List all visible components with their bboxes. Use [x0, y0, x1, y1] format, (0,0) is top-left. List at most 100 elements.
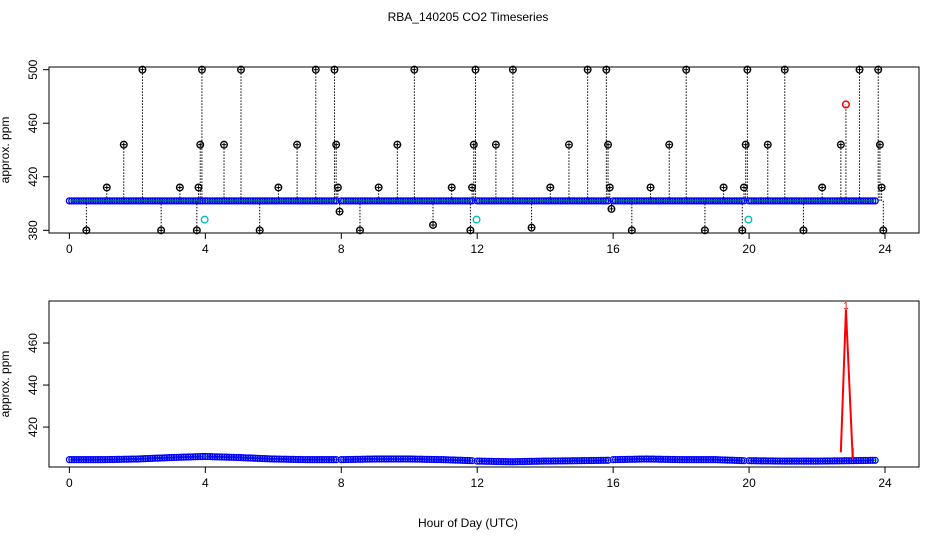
lower-data-point [537, 457, 546, 465]
upper-spike-cross [877, 142, 883, 147]
lower-data-point [404, 455, 412, 463]
lower-data-point [115, 455, 123, 463]
upper-spike-point [780, 65, 789, 74]
lower-data-point [356, 455, 364, 463]
upper-spike-cross [199, 67, 205, 72]
upper-spike-cross [238, 67, 244, 72]
lower-data-point [781, 457, 789, 465]
upper-spike-cross [471, 142, 477, 147]
lower-data-point [363, 455, 372, 463]
lower-data-point [70, 456, 78, 464]
upper-spike-cross [740, 228, 745, 233]
lower-data-point [566, 457, 574, 465]
lower-data-point [804, 457, 813, 465]
lower-data-point [458, 456, 467, 464]
lower-data-point [430, 455, 438, 464]
lower-red-marker-label: 1 [843, 301, 849, 312]
lower-data-point [244, 454, 252, 462]
lower-data-point [385, 455, 393, 463]
lower-data-point [559, 457, 567, 465]
lower-data-point [258, 454, 267, 463]
lower-data-point [573, 457, 581, 465]
lower-data-point [485, 457, 493, 465]
lower-data-point [783, 457, 791, 465]
lower-data-point [296, 455, 305, 464]
upper-spike-cross [607, 185, 612, 190]
lower-data-point [160, 454, 169, 462]
lower-data-point [609, 456, 617, 464]
lower-data-point [552, 457, 560, 465]
lower-data-point [130, 455, 138, 463]
lower-data-point [280, 455, 288, 463]
upper-spike-cross [566, 142, 572, 147]
lower-data-point [857, 456, 865, 465]
lower-data-point [506, 458, 515, 466]
lower-data-point [292, 455, 300, 464]
lower-data-point [652, 455, 660, 463]
lower-data-point [854, 456, 863, 465]
lower-data-point [852, 457, 860, 465]
lower-data-point [213, 453, 221, 461]
upper-spike-cross [881, 228, 886, 233]
lower-data-point [771, 457, 779, 465]
lower-data-point [301, 456, 309, 464]
lower-data-point [587, 456, 595, 465]
lower-data-point [368, 455, 376, 463]
upper-spike-cross [395, 142, 400, 147]
lower-data-point [308, 456, 316, 464]
upper-cyan-point [472, 215, 481, 224]
lower-data-point [483, 457, 491, 465]
lower-data-point [72, 456, 81, 464]
upper-spike-cross [819, 185, 825, 190]
lower-data-point [380, 455, 388, 463]
lower-data-point [504, 458, 512, 466]
upper-spike-cross [648, 185, 653, 190]
lower-data-point [68, 456, 76, 464]
lower-data-point [597, 456, 605, 464]
lower-data-point [697, 456, 705, 464]
upper-spike-cross [194, 228, 200, 233]
lower-data-point [406, 455, 414, 463]
lower-data-point [447, 456, 455, 464]
upper-spike-point [82, 226, 91, 235]
upper-spike-cross [529, 225, 534, 230]
upper-spike-cross [879, 185, 884, 190]
upper-spike-point [665, 140, 674, 149]
lower-data-point [118, 455, 126, 463]
lower-data-point [475, 457, 484, 465]
lower-y-tick-label: 440 [26, 375, 40, 395]
lower-data-point [401, 455, 410, 463]
upper-spike-cross [335, 185, 341, 190]
lower-data-point [590, 456, 598, 465]
lower-y-tick-label: 460 [26, 333, 40, 353]
lower-data-point [814, 457, 822, 465]
lower-data-point [268, 455, 276, 463]
lower-data-point [289, 455, 297, 463]
lower-data-point [146, 454, 154, 463]
lower-data-point [594, 456, 603, 465]
lower-x-tick-label: 0 [66, 476, 73, 490]
lower-data-point [127, 455, 135, 463]
upper-y-tick-label: 460 [26, 113, 40, 133]
upper-spike-point [374, 183, 383, 192]
lower-data-point [626, 455, 634, 463]
lower-data-point [144, 454, 152, 463]
lower-data-point [735, 456, 743, 465]
upper-x-tick-label: 0 [66, 242, 73, 256]
upper-spike-point [237, 65, 246, 74]
lower-data-point [139, 455, 147, 463]
lower-data-point [108, 455, 116, 464]
upper-spike-cross [221, 142, 227, 147]
lower-data-point [439, 456, 448, 464]
lower-data-point [673, 455, 681, 464]
lower-data-point [218, 453, 226, 461]
lower-data-point [423, 455, 431, 463]
lower-data-point [239, 454, 247, 462]
upper-red-point [841, 100, 850, 109]
lower-data-point [649, 455, 658, 463]
lower-data-point [487, 457, 496, 465]
upper-spike-point [196, 140, 205, 149]
lower-data-point [337, 456, 345, 464]
lower-data-point [270, 455, 278, 463]
